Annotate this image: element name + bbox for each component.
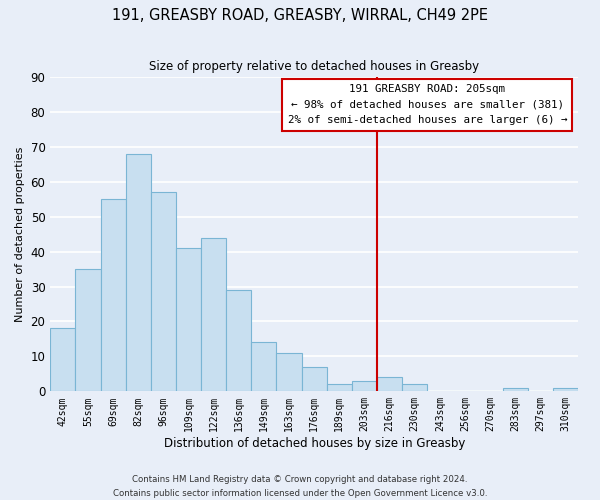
Title: Size of property relative to detached houses in Greasby: Size of property relative to detached ho…	[149, 60, 479, 73]
Bar	[50, 328, 76, 392]
Bar	[402, 384, 427, 392]
Bar	[176, 248, 201, 392]
Bar	[352, 381, 377, 392]
Bar	[327, 384, 352, 392]
Bar	[125, 154, 151, 392]
Y-axis label: Number of detached properties: Number of detached properties	[15, 146, 25, 322]
Bar	[101, 199, 125, 392]
Bar	[226, 290, 251, 392]
Text: Contains HM Land Registry data © Crown copyright and database right 2024.
Contai: Contains HM Land Registry data © Crown c…	[113, 476, 487, 498]
Bar	[201, 238, 226, 392]
Text: 191, GREASBY ROAD, GREASBY, WIRRAL, CH49 2PE: 191, GREASBY ROAD, GREASBY, WIRRAL, CH49…	[112, 8, 488, 22]
Bar	[553, 388, 578, 392]
Bar	[277, 353, 302, 392]
Bar	[76, 269, 101, 392]
X-axis label: Distribution of detached houses by size in Greasby: Distribution of detached houses by size …	[164, 437, 465, 450]
Bar	[251, 342, 277, 392]
Text: 191 GREASBY ROAD: 205sqm
← 98% of detached houses are smaller (381)
2% of semi-d: 191 GREASBY ROAD: 205sqm ← 98% of detach…	[287, 84, 567, 126]
Bar	[377, 378, 402, 392]
Bar	[302, 367, 327, 392]
Bar	[151, 192, 176, 392]
Bar	[503, 388, 528, 392]
